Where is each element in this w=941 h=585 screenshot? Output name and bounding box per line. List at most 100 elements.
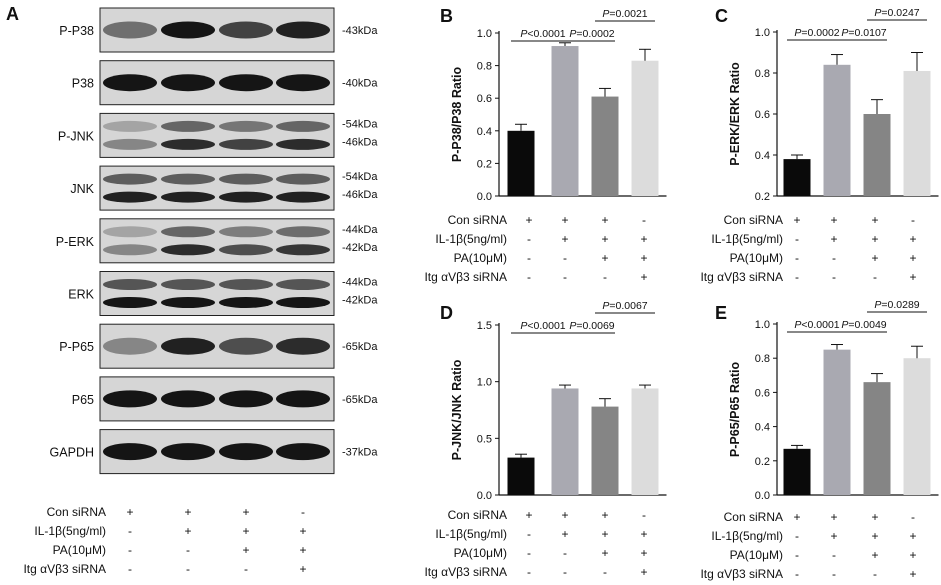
condition-mark: + <box>126 505 133 519</box>
blot-row-gapdh: GAPDH -37kDa <box>50 429 378 475</box>
condition-mark: - <box>795 232 799 246</box>
p-value-label: P=0.0107 <box>841 27 886 39</box>
condition-mark: - <box>832 270 836 284</box>
blot-label: GAPDH <box>50 446 94 460</box>
chart-panel-e: E P-P65/P65 Ratio 0.0 0.2 0.4 0.6 0.8 1.0 P<0.00… <box>700 299 939 581</box>
condition-mark: + <box>909 232 916 246</box>
condition-label: Con siRNA <box>724 213 783 227</box>
blot-band <box>276 120 330 132</box>
y-tick-label: 1.0 <box>755 27 770 39</box>
condition-mark: - <box>128 524 132 538</box>
bar <box>823 349 851 495</box>
blot-band <box>219 244 273 256</box>
condition-mark: + <box>299 543 306 557</box>
bar <box>591 96 619 196</box>
condition-mark: - <box>873 270 877 284</box>
condition-mark: - <box>527 565 531 579</box>
condition-mark: + <box>601 213 608 227</box>
bar <box>507 457 535 495</box>
condition-mark: - <box>603 565 607 579</box>
chart-conditions-table: Con siRNA + + + -IL-1β(5ng/ml) - + + +PA(10μM) - -… <box>700 510 916 581</box>
y-tick-label: 0.4 <box>755 422 770 434</box>
blot-band <box>103 120 157 132</box>
condition-mark: + <box>525 213 532 227</box>
y-tick-label: 0.2 <box>755 191 770 203</box>
y-tick-label: 0.0 <box>755 490 770 502</box>
y-tick-label: 1.5 <box>477 320 492 332</box>
y-axis-label: P-P65/P65 Ratio <box>728 362 742 458</box>
condition-mark: + <box>299 562 306 576</box>
blot-row-p38: P38 -40kDa <box>72 60 378 106</box>
condition-mark: - <box>563 565 567 579</box>
blot-band <box>161 191 215 203</box>
condition-label: PA(10μM) <box>730 251 783 265</box>
condition-mark: + <box>561 232 568 246</box>
blot-band <box>276 279 330 290</box>
condition-mark: - <box>244 562 248 576</box>
blot-label: JNK <box>70 182 94 196</box>
blot-label: ERK <box>68 288 94 302</box>
y-tick-label: 0.4 <box>755 150 770 162</box>
blot-row-p65: P65 -65kDa <box>72 376 378 422</box>
condition-mark: - <box>873 567 877 581</box>
condition-mark: + <box>830 232 837 246</box>
condition-mark: + <box>601 251 608 265</box>
kda-label: -44kDa <box>342 224 378 236</box>
condition-mark: - <box>795 529 799 543</box>
condition-mark: + <box>184 505 191 519</box>
condition-label: PA(10μM) <box>730 548 783 562</box>
condition-mark: + <box>830 529 837 543</box>
bar <box>783 448 811 495</box>
blot-row-erk: ERK -44kDa -42kDa <box>68 271 378 316</box>
kda-label: -54kDa <box>342 118 378 130</box>
condition-mark: - <box>527 251 531 265</box>
blot-band <box>161 390 215 408</box>
p-value-label: P=0.0069 <box>569 320 614 332</box>
blot-band <box>103 390 157 408</box>
condition-mark: - <box>128 562 132 576</box>
blot-band <box>161 443 215 461</box>
condition-mark: + <box>299 524 306 538</box>
condition-mark: - <box>563 546 567 560</box>
blot-band <box>103 138 157 150</box>
y-tick-label: 0.2 <box>477 158 492 170</box>
condition-mark: - <box>563 251 567 265</box>
kda-label: -44kDa <box>342 277 378 289</box>
condition-label: Itg αVβ3 siRNA <box>23 562 106 576</box>
blot-band <box>161 226 215 238</box>
condition-mark: - <box>795 251 799 265</box>
blot-membrane <box>99 165 335 211</box>
condition-mark: + <box>793 510 800 524</box>
condition-mark: - <box>527 546 531 560</box>
blot-band <box>276 337 330 355</box>
p-value-label: P<0.0001 <box>520 320 565 332</box>
blot-band <box>161 138 215 150</box>
panel-letter: C <box>715 6 728 26</box>
condition-label: IL-1β(5ng/ml) <box>711 529 783 543</box>
condition-mark: - <box>563 270 567 284</box>
blot-row-p-erk: P-ERK -44kDa -42kDa <box>56 218 378 264</box>
blot-band <box>219 390 273 408</box>
p-value-label: P<0.0001 <box>520 28 565 40</box>
condition-mark: + <box>601 527 608 541</box>
blot-label: P-ERK <box>56 235 95 249</box>
condition-mark: + <box>640 546 647 560</box>
y-tick-label: 0.6 <box>755 109 770 121</box>
blot-band <box>219 279 273 290</box>
blot-band <box>276 226 330 238</box>
panel-letter: D <box>440 303 453 323</box>
condition-mark: - <box>795 567 799 581</box>
condition-mark: - <box>128 543 132 557</box>
condition-mark: - <box>642 213 646 227</box>
condition-mark: + <box>640 251 647 265</box>
blot-band <box>276 74 330 92</box>
y-axis-label: P-ERK/ERK Ratio <box>728 62 742 166</box>
condition-label: PA(10μM) <box>454 251 507 265</box>
bar <box>903 70 931 196</box>
condition-label: IL-1β(5ng/ml) <box>435 232 507 246</box>
condition-mark: + <box>830 510 837 524</box>
condition-mark: - <box>832 548 836 562</box>
condition-mark: - <box>603 270 607 284</box>
blot-membrane <box>99 112 335 158</box>
